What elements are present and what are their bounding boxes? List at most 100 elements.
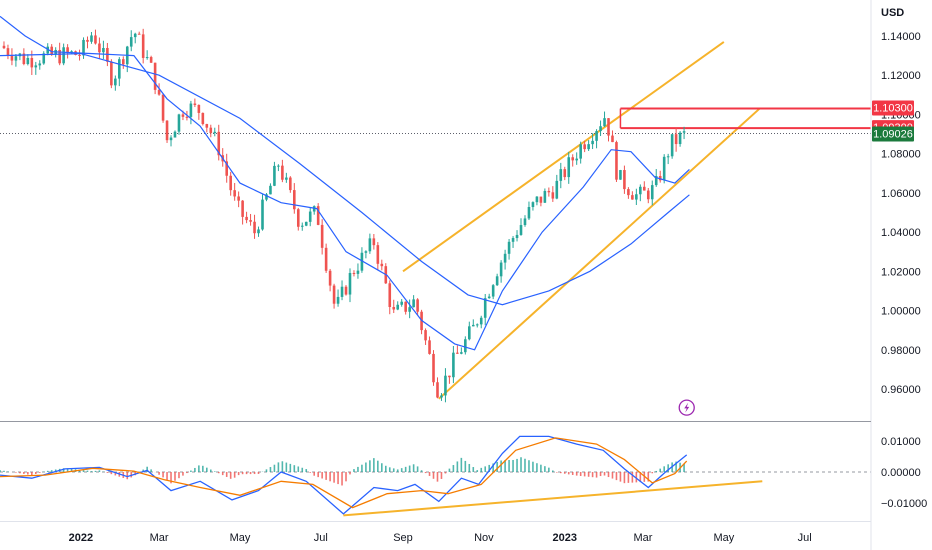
candle-body [511,238,515,242]
candle-body [34,65,38,68]
candle-body [205,124,209,128]
osc-y-tick-label: 0.00000 [881,467,921,479]
candle-body [300,225,304,227]
x-tick-label: Jul [314,532,328,544]
candle-body [185,116,189,118]
candle-body [388,283,392,307]
candle-body [483,298,487,318]
candle-body [635,194,638,200]
candle-body [173,131,177,138]
candle-body [324,247,328,271]
candle-body [102,47,105,53]
candle-body [209,127,213,133]
candle-body [587,144,590,150]
lightning-icon[interactable] [678,399,695,416]
candle-body [149,57,153,63]
candle-body [643,186,646,191]
oscillator-pane [0,435,871,517]
candle-body [22,53,26,65]
price-levels [0,107,871,135]
candle-body [213,131,217,133]
osc-y-tick-label: −0.01000 [881,498,927,510]
candle-body [404,301,407,312]
candle-body [348,272,352,295]
y-tick-label: 1.08000 [881,149,921,161]
candle-body [114,78,117,86]
candle-body [408,307,411,312]
candle-body [38,63,42,66]
candle-body [257,229,260,234]
candle-body [650,185,654,200]
y-tick-label: 1.14000 [881,31,921,43]
y-tick-label: 1.02000 [881,266,921,278]
candle-body [603,118,606,127]
candle-body [646,190,650,200]
candle-body [141,34,145,58]
candle-body [2,45,6,49]
x-tick-label: May [230,532,251,544]
candle-body [380,263,384,267]
candle-body [396,304,400,310]
candle-body [78,54,81,56]
candle-body [14,56,18,61]
moving-averages [0,15,690,351]
candle-body [356,270,360,274]
candle-body [440,395,443,398]
candle-body [611,135,614,143]
channel-lower-line [438,107,761,400]
candle-body [368,238,372,252]
candle-body [308,211,312,222]
candle-body [285,177,288,180]
currency-label: USD [881,7,904,19]
candle-body [253,221,256,234]
candle-body [499,262,503,277]
candle-body [487,296,491,299]
candle-body [98,43,101,53]
candle-body [181,114,185,117]
candle-body [654,176,658,186]
candle-body [547,190,551,193]
candle-body [153,62,157,90]
candle-body [448,375,451,378]
candle-body [627,189,630,196]
candle-body [412,299,415,308]
oscillator-trendline [343,480,763,517]
candle-body [615,142,618,180]
price-level-badge [872,100,914,116]
candle-body [316,206,320,225]
candle-body [364,251,368,253]
candle-body [289,177,292,191]
candle-body [70,51,73,53]
candle-body [66,47,69,53]
candle-body [189,103,193,117]
channel-upper-line [402,41,725,273]
moving-average-line-2 [0,52,690,306]
candle-body [507,241,511,254]
x-tick-label: Mar [150,532,169,544]
candle-body [332,285,336,304]
candle-body [237,196,240,201]
candle-body [682,131,686,133]
candle-body [241,200,244,217]
candle-body [428,340,431,354]
y-tick-label: 0.98000 [881,345,921,357]
candle-body [94,35,97,44]
candle-body [293,190,296,210]
candle-body [90,35,93,42]
candle-body [30,57,34,68]
candle-body [571,157,575,161]
candle-body [539,196,543,203]
candle-body [555,180,559,199]
candle-body [157,89,161,95]
price-level-label: 1.10300 [873,103,913,115]
y-tick-label: 1.00000 [881,306,921,318]
candle-body [328,270,332,286]
osc-y-tick-label: 0.01000 [881,436,921,448]
candle-body [273,165,276,186]
x-tick-label: Sep [393,532,413,544]
candle-body [479,317,483,325]
candle-body [495,276,499,286]
candle-body [491,285,495,297]
candle-body [340,286,344,297]
